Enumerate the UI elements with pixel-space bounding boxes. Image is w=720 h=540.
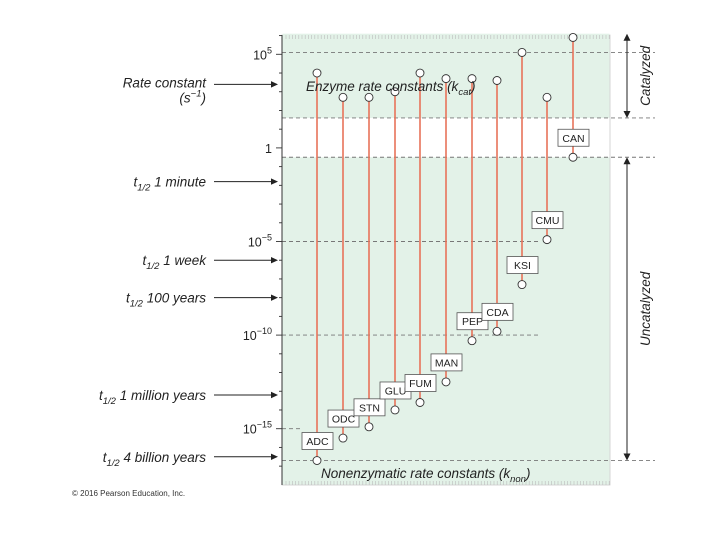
knon-point-stn: [364, 422, 374, 432]
y-tick-label-4: 10−15: [243, 420, 272, 437]
label-strip: [282, 460, 610, 485]
y-tick-label-2: 10−5: [248, 233, 272, 250]
uncatalyzed-label: Uncatalyzed: [638, 271, 653, 346]
enzyme-box-can: [557, 128, 590, 147]
left-arrow-head-2: [271, 178, 278, 185]
kcat-point-glu: [390, 87, 400, 97]
bottom-series-label: Nonenzymatic rate constants (knon): [321, 466, 530, 485]
knon-point-cmu: [542, 235, 552, 245]
left-label-6: t1/2 4 billion years: [103, 450, 207, 469]
left-label-0: Rate constant: [123, 75, 208, 90]
copyright-credit: © 2016 Pearson Education, Inc.: [72, 489, 185, 498]
axis-scale: [276, 35, 610, 485]
catalyzed-bracket-head-bottom: [623, 110, 631, 118]
enzyme-box-man: [430, 353, 463, 372]
uncatalyzed-bracket-head-top: [623, 157, 631, 165]
left-arrow-head-0: [271, 81, 278, 88]
enzyme-box-pep: [456, 312, 489, 331]
knon-point-cda: [492, 326, 502, 336]
enzyme-label-can: CAN: [562, 133, 584, 145]
enzyme-label-cmu: CMU: [536, 215, 560, 227]
kcat-point-man: [441, 74, 451, 84]
enzyme-box-cda: [481, 302, 514, 321]
y-tick-labels: 105 1 10−5 10−10 10−15: [243, 45, 272, 436]
knon-point-odc: [338, 433, 348, 443]
left-label-2: t1/2 1 minute: [133, 175, 206, 194]
y-tick-label-3: 10−10: [243, 326, 272, 343]
enzyme-label-man: MAN: [435, 357, 458, 369]
enzyme-box-stn: [353, 398, 386, 417]
knon-point-can: [568, 152, 578, 162]
knon-point-glu: [390, 405, 400, 415]
enzyme-label-adc: ADC: [306, 436, 329, 448]
knon-point-man: [441, 377, 451, 387]
enzyme-label-cda: CDA: [486, 307, 508, 319]
left-label-1: (s−1): [179, 88, 206, 105]
enzyme-box-odc: [327, 409, 360, 428]
left-arrow-head-6: [271, 453, 278, 460]
knon-point-fum: [415, 398, 425, 407]
left-arrow-head-4: [271, 294, 278, 301]
y-tick-label-1: 1: [265, 142, 272, 156]
enzyme-box-ksi: [506, 256, 539, 274]
kcat-point-can: [568, 33, 578, 42]
left-arrow-head-5: [271, 391, 278, 399]
left-arrow-head-3: [271, 257, 278, 264]
knon-point-adc: [312, 456, 322, 465]
kcat-point-stn: [364, 92, 374, 102]
y-tick-label-0: 105: [253, 45, 272, 62]
left-labels: Rate constant(s−1) t1/2 1 minute t1/2 1 we…: [99, 75, 278, 469]
enzyme-box-fum: [404, 374, 437, 392]
left-label-5: t1/2 1 million years: [99, 388, 206, 407]
enzyme-box-adc: [301, 432, 334, 450]
knon-point-ksi: [517, 280, 527, 290]
right-brackets: Catalyzed Uncatalyzed: [623, 33, 653, 461]
enzyme-label-pep: PEP: [462, 316, 483, 328]
left-label-3: t1/2 1 week: [142, 253, 207, 272]
left-label-4: t1/2 100 years: [126, 291, 206, 310]
kcat-point-fum: [415, 68, 425, 78]
kcat-point-adc: [312, 68, 322, 78]
top-series-label: Enzyme rate constants (kcat): [306, 79, 476, 98]
kcat-point-odc: [338, 92, 348, 102]
knon-point-pep: [467, 336, 477, 346]
uncatalyzed-bracket-head-bottom: [623, 453, 631, 461]
kcat-point-cda: [492, 76, 502, 85]
enzyme-box-cmu: [531, 211, 564, 230]
enzyme-label-fum: FUM: [409, 378, 432, 390]
enzyme-label-odc: ODC: [332, 414, 356, 426]
enzyme-label-ksi: KSI: [514, 260, 531, 272]
catalyzed-label: Catalyzed: [638, 45, 653, 106]
reference-dashes: [282, 51, 655, 461]
catalyzed-bracket-head-top: [623, 33, 631, 41]
kcat-point-ksi: [517, 47, 527, 57]
enzyme-label-stn: STN: [359, 402, 380, 414]
enzyme-label-glu: GLU: [385, 385, 407, 397]
kcat-point-pep: [467, 74, 477, 84]
kcat-point-cmu: [542, 92, 552, 102]
